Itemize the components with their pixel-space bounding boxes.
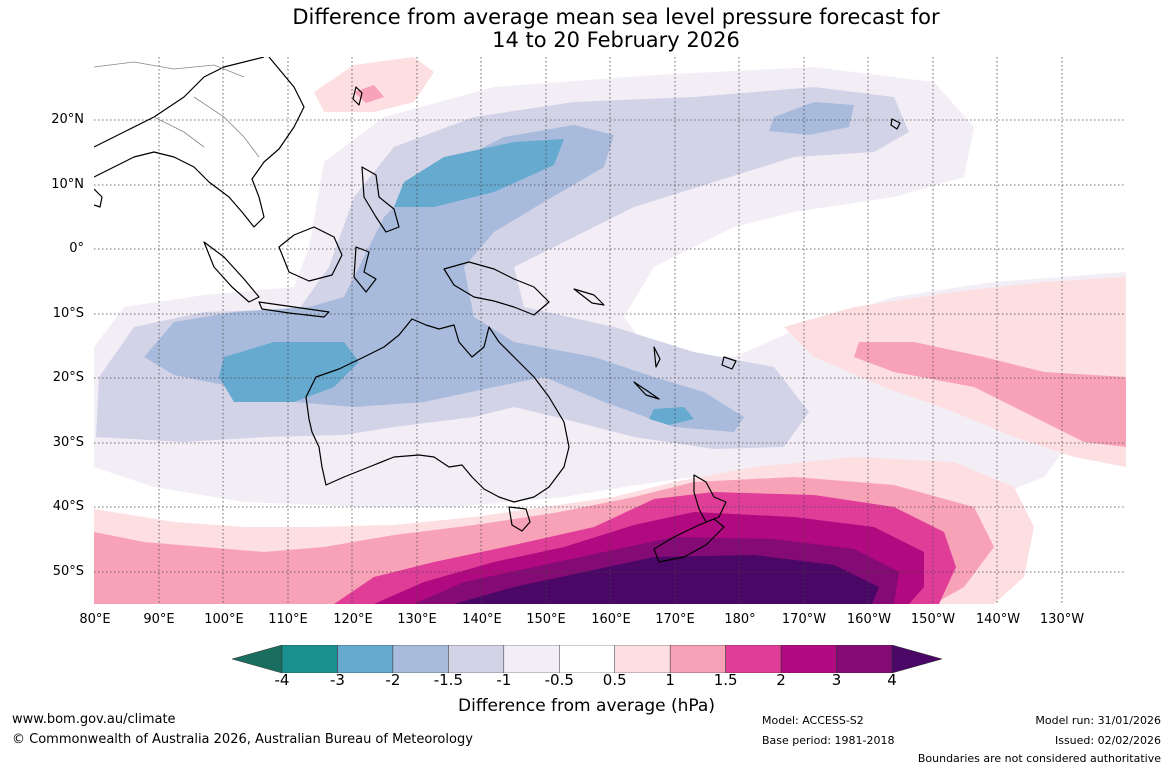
copyright-text: © Commonwealth of Australia 2026, Austra… (12, 732, 473, 747)
lat-label-20s: 20°S (52, 370, 84, 385)
sri-lanka-coast (94, 188, 103, 208)
sumatra-coast (203, 241, 260, 303)
colorbar-tick-label: 0.5 (602, 671, 627, 689)
lat-label-50s: 50°S (52, 564, 84, 579)
colorbar-tick-label: -0.5 (544, 671, 574, 689)
colorbar-tick-label: 3 (831, 671, 842, 689)
lon-label-170w: 170°W (781, 612, 827, 627)
colorbar (232, 645, 942, 673)
colorbar-tick-label: -1.5 (433, 671, 463, 689)
lon-label-110e: 110°E (268, 612, 308, 627)
colorbar-cell (503, 645, 560, 673)
graticule (94, 57, 1126, 604)
anomaly-contour-neg-2-tasman (649, 407, 694, 425)
colorbar-tick-label: -2 (385, 671, 401, 689)
lon-label-120e: 120°E (333, 612, 373, 627)
model-name: Model: ACCESS-S2 (762, 714, 864, 727)
colorbar-tick-label: 1 (665, 671, 675, 689)
map-title-line2: 14 to 20 February 2026 (492, 28, 740, 52)
java-coast (258, 301, 330, 318)
colorbar-cell (392, 645, 449, 673)
lon-label-150w: 150°W (910, 612, 956, 627)
anomaly-contour-neg-2-west (219, 342, 359, 402)
lon-label-130e: 130°E (397, 612, 437, 627)
colorbar-cell (281, 645, 338, 673)
coastlines (94, 57, 901, 563)
colorbar-cell (780, 645, 837, 673)
colorbar-extend-high (891, 645, 942, 673)
colorbar-cell (559, 645, 615, 673)
sulawesi-coast (353, 246, 377, 293)
colorbar-tick-label: 2 (776, 671, 786, 689)
new-zealand-south-coast (653, 518, 725, 563)
boundaries-disclaimer: Boundaries are not considered authoritat… (917, 752, 1161, 765)
new-guinea-coast (443, 261, 550, 316)
base-period: Base period: 1981-2018 (762, 734, 895, 747)
lon-label-160w: 160°W (846, 612, 892, 627)
colorbar-tick-label: -4 (274, 671, 290, 689)
lat-label-30s: 30°S (52, 435, 84, 450)
map-panel (94, 57, 1126, 604)
lon-label-140e: 140°E (462, 612, 502, 627)
colorbar-cell (669, 645, 726, 673)
anomaly-contour-pos-4 (454, 555, 879, 604)
map-title-line1: Difference from average mean sea level p… (292, 5, 940, 29)
colorbar-cell (725, 645, 782, 673)
lat-label-20n: 20°N (51, 112, 84, 127)
anomaly-contour-pos-1-north (354, 85, 384, 103)
solomon-islands-coast (573, 288, 605, 306)
lon-label-140w: 140°W (975, 612, 1021, 627)
new-zealand-north-coast (693, 474, 727, 523)
lon-label-100e: 100°E (204, 612, 244, 627)
colorbar-cell (614, 645, 671, 673)
lon-label-130w: 130°W (1039, 612, 1085, 627)
anomaly-contour-pos-1-east (854, 342, 1126, 447)
colorbar-tick-label: 4 (887, 671, 897, 689)
tasmania-coast (508, 506, 531, 532)
colorbar-cell (337, 645, 394, 673)
lon-label-160e: 160°E (591, 612, 631, 627)
anomaly-contour-neg-1.5-north (769, 102, 854, 135)
fiji-coast (721, 356, 737, 370)
country-borders (94, 61, 260, 158)
colorbar-extend-low (232, 645, 283, 673)
colorbar-tick-label: 1.5 (713, 671, 738, 689)
model-run: Model run: 31/01/2026 (1035, 714, 1161, 727)
lon-label-170e: 170°E (655, 612, 695, 627)
taiwan-coast (352, 86, 363, 106)
lat-label-40s: 40°S (52, 499, 84, 514)
anomaly-contour-neg-2-north (394, 139, 564, 207)
hawaii-coast (890, 118, 901, 130)
lat-label-10n: 10°N (51, 177, 84, 192)
lon-label-90e: 90°E (143, 612, 175, 627)
pressure-anomaly-map (94, 57, 1126, 604)
philippines-coast (361, 166, 400, 233)
lat-label-10s: 10°S (52, 306, 84, 321)
colorbar-cell (836, 645, 893, 673)
issued-date: Issued: 02/02/2026 (1054, 734, 1161, 747)
new-caledonia-coast (633, 381, 660, 400)
colorbar-tick-label: -1 (496, 671, 512, 689)
colorbar-title: Difference from average (hPa) (458, 696, 715, 716)
colorbar-cell (448, 645, 505, 673)
colorbar-tick-label: -3 (329, 671, 345, 689)
australia-coast (305, 318, 570, 503)
vanuatu-coast (653, 346, 661, 368)
anomaly-contour-pos-0.5-north (314, 57, 434, 112)
website-url[interactable]: www.bom.gov.au/climate (12, 712, 176, 727)
lon-label-150e: 150°E (526, 612, 566, 627)
lon-label-80e: 80°E (79, 612, 111, 627)
asia-mainland-coast (94, 57, 305, 228)
lat-label-0: 0° (69, 241, 84, 256)
lon-label-180: 180° (724, 612, 756, 627)
borneo-coast (278, 226, 343, 282)
